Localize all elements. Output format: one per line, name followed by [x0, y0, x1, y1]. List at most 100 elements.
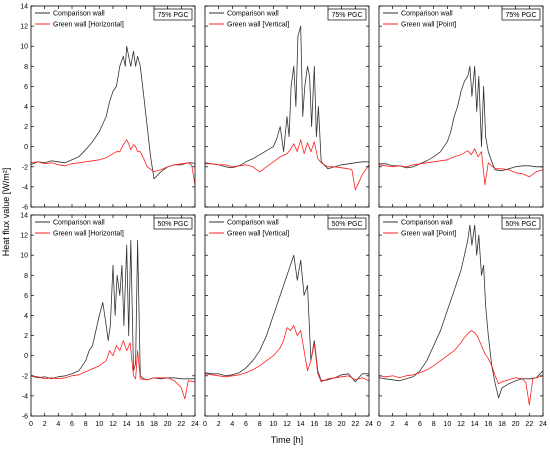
y-tick-label: 12 — [20, 233, 28, 240]
pgc-badge — [327, 8, 367, 21]
legend-label: Comparison wall — [53, 11, 105, 18]
x-tick-label: 12 — [283, 421, 291, 428]
x-tick-label: 10 — [95, 421, 103, 428]
plot-frame — [30, 5, 196, 208]
legend-label: Comparison wall — [53, 220, 105, 227]
x-tick-label: 2 — [217, 421, 221, 428]
y-tick-label: 10 — [20, 44, 28, 51]
pgc-badge-label: 75% PGC — [505, 12, 536, 19]
series-line-comparison — [379, 224, 543, 399]
chart-panel-p13: Comparison wall Green wall [Point] 75% PGC — [378, 5, 544, 208]
x-tick-label: 8 — [258, 421, 262, 428]
y-axis-label: Heat flux value [W/m²] — [1, 168, 11, 257]
x-tick-label: 8 — [84, 421, 88, 428]
x-tick-label: 4 — [230, 421, 234, 428]
legend-label: Green wall [Point] — [401, 22, 456, 29]
y-tick-label: 6 — [24, 84, 28, 91]
x-tick-label: 14 — [123, 421, 131, 428]
chart-panel-p12: Comparison wall Green wall [Vertical] 75% … — [204, 5, 370, 208]
x-tick-label: 14 — [297, 421, 305, 428]
plot-frame — [204, 5, 370, 208]
x-tick-label: 18 — [324, 421, 332, 428]
plot-frame — [204, 214, 370, 417]
y-tick-label: 10 — [20, 253, 28, 260]
x-tick-label: 2 — [391, 421, 395, 428]
pgc-badge — [153, 8, 193, 21]
x-tick-label: 6 — [418, 421, 422, 428]
y-tick-label: 8 — [24, 273, 28, 280]
legend-label: Comparison wall — [227, 220, 279, 227]
y-tick-label: -6 — [22, 205, 28, 212]
y-tick-label: -6 — [22, 414, 28, 421]
legend-label: Comparison wall — [227, 11, 279, 18]
pgc-badge — [327, 217, 367, 230]
x-tick-label: 6 — [244, 421, 248, 428]
plot-frame — [378, 5, 544, 208]
legend-label: Green wall [Horizontal] — [53, 22, 124, 29]
legend-label: Comparison wall — [401, 11, 453, 18]
y-tick-label: -4 — [22, 393, 28, 400]
x-tick-label: 20 — [512, 421, 520, 428]
series-line-green — [31, 139, 195, 185]
series-line-green — [205, 325, 369, 383]
y-tick-label: 2 — [24, 333, 28, 340]
series-line-comparison — [31, 239, 195, 381]
series-line-green — [205, 139, 369, 191]
y-tick-label: 0 — [24, 144, 28, 151]
pgc-badge — [153, 217, 193, 230]
series-line-comparison — [205, 254, 369, 383]
x-tick-label: 0 — [29, 421, 33, 428]
pgc-badge-label: 50% PGC — [505, 221, 536, 228]
x-tick-label: 2 — [43, 421, 47, 428]
pgc-badge — [501, 8, 541, 21]
x-tick-label: 0 — [203, 421, 207, 428]
pgc-badge-label: 75% PGC — [157, 12, 188, 19]
pgc-badge — [501, 217, 541, 230]
x-tick-label: 24 — [539, 421, 547, 428]
y-tick-label: 4 — [24, 313, 28, 320]
chart-panel-p21: 0 2 4 6 8 10 12 14 16 18 20 22 24-6-4-202468101214Co… — [20, 213, 199, 429]
series-line-green — [379, 148, 543, 186]
chart-panel-p11: -6 -4 -2 0 2 4 6 8 10 12 14 Comparison wall Green wa… — [20, 4, 196, 212]
series-line-green — [31, 340, 195, 400]
plot-frame — [378, 214, 544, 417]
y-tick-label: 12 — [20, 24, 28, 31]
x-tick-label: 16 — [136, 421, 144, 428]
pgc-badge-label: 50% PGC — [157, 221, 188, 228]
legend-label: Green wall [Horizontal] — [53, 231, 124, 238]
x-tick-label: 4 — [56, 421, 60, 428]
x-tick-label: 0 — [377, 421, 381, 428]
series-line-comparison — [379, 65, 543, 172]
y-tick-label: 6 — [24, 293, 28, 300]
x-tick-label: 22 — [351, 421, 359, 428]
pgc-badge-label: 50% PGC — [331, 221, 362, 228]
x-tick-label: 16 — [310, 421, 318, 428]
series-line-comparison — [205, 25, 369, 170]
x-tick-label: 6 — [70, 421, 74, 428]
y-tick-label: -4 — [22, 184, 28, 191]
y-tick-label: -2 — [22, 164, 28, 171]
legend-label: Green wall [Point] — [401, 231, 456, 238]
x-axis-label: Time [h] — [271, 435, 303, 445]
y-tick-label: 2 — [24, 124, 28, 131]
legend-label: Comparison wall — [401, 220, 453, 227]
x-tick-label: 24 — [191, 421, 199, 428]
pgc-badge-label: 75% PGC — [331, 12, 362, 19]
x-tick-label: 12 — [109, 421, 117, 428]
legend-label: Green wall [Vertical] — [227, 22, 289, 29]
x-tick-label: 14 — [471, 421, 479, 428]
x-tick-label: 18 — [498, 421, 506, 428]
y-tick-label: 8 — [24, 64, 28, 71]
x-tick-label: 24 — [365, 421, 373, 428]
x-tick-label: 16 — [484, 421, 492, 428]
series-line-green — [379, 330, 543, 406]
x-tick-label: 4 — [404, 421, 408, 428]
y-tick-label: 4 — [24, 104, 28, 111]
y-tick-label: -2 — [22, 373, 28, 380]
legend-label: Green wall [Vertical] — [227, 231, 289, 238]
series-line-comparison — [31, 45, 195, 180]
